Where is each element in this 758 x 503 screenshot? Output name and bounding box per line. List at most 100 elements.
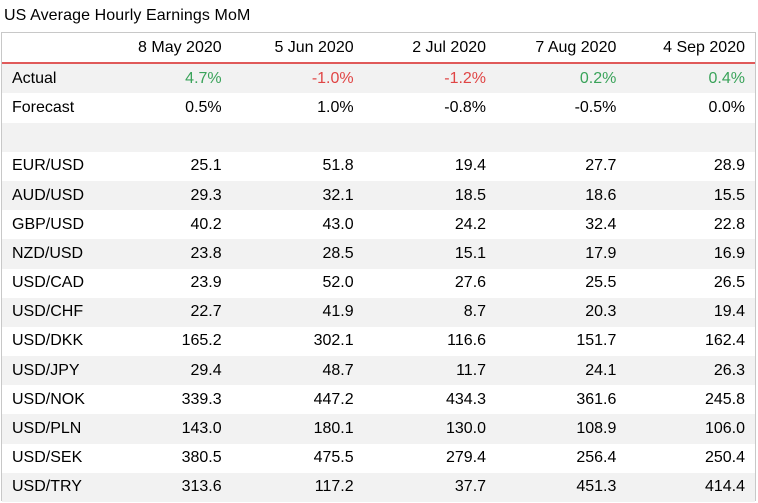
- actual-value: -1.2%: [356, 63, 490, 94]
- pair-value: 22.7: [102, 297, 225, 327]
- pair-value: 162.4: [704, 332, 745, 350]
- spacer-row: [2, 122, 755, 152]
- forecast-value: -0.5%: [574, 98, 617, 116]
- table-row: USD/PLN 143.0 180.1 130.0 108.9 106.0: [2, 414, 755, 444]
- pair-value: 40.2: [190, 215, 222, 233]
- pair-value: 361.6: [576, 390, 617, 408]
- forecast-value: -0.8%: [444, 98, 487, 116]
- table-row: USD/DKK 165.2 302.1 116.6 151.7 162.4: [2, 327, 755, 356]
- pair-value: 475.5: [313, 449, 354, 467]
- pair-value: 117.2: [224, 472, 357, 502]
- pair-value: 245.8: [704, 390, 745, 408]
- pair-value: 143.0: [102, 414, 225, 444]
- pair-value: 15.1: [356, 239, 490, 269]
- pair-value: 130.0: [356, 414, 490, 444]
- pair-value: 23.8: [102, 239, 225, 269]
- pair-value: 256.4: [576, 449, 617, 467]
- pair-label: USD/CAD: [12, 274, 85, 292]
- pair-value: 250.4: [704, 449, 745, 467]
- pair-label: USD/JPY: [2, 356, 103, 386]
- table-frame: [1, 32, 756, 501]
- table-row: GBP/USD 40.2 43.0 24.2 32.4 22.8: [2, 210, 755, 239]
- pair-value: 18.5: [356, 180, 490, 211]
- forecast-value: 0.0%: [708, 98, 745, 116]
- pair-value: 28.5: [224, 239, 357, 269]
- pair-value: 24.2: [454, 215, 487, 233]
- actual-value: 4.7%: [102, 63, 225, 94]
- pair-value: 32.1: [224, 180, 357, 211]
- pair-value: 11.7: [356, 356, 490, 386]
- pair-label: EUR/USD: [12, 157, 85, 175]
- table-row: USD/CHF 22.7 41.9 8.7 20.3 19.4: [2, 297, 755, 327]
- column-header: 5 Jun 2020: [274, 38, 354, 56]
- table-row: USD/SEK 380.5 475.5 279.4 256.4 250.4: [2, 444, 755, 473]
- pair-value: 26.3: [619, 356, 755, 386]
- forecast-value: 0.5%: [185, 98, 222, 116]
- actual-value: 0.2%: [489, 63, 620, 94]
- pair-value: 380.5: [181, 449, 222, 467]
- actual-value: 0.4%: [619, 63, 755, 94]
- pair-value: 15.5: [619, 180, 755, 211]
- pair-value: 25.5: [585, 274, 617, 292]
- pair-value: 180.1: [224, 414, 357, 444]
- table-row: NZD/USD 23.8 28.5 15.1 17.9 16.9: [2, 239, 755, 269]
- pair-label: AUD/USD: [2, 180, 103, 211]
- pair-value: 16.9: [619, 239, 755, 269]
- table-row: AUD/USD 29.3 32.1 18.5 18.6 15.5: [2, 180, 755, 211]
- pair-value: 339.3: [181, 390, 222, 408]
- pair-value: 20.3: [489, 297, 620, 327]
- pair-value: 27.7: [585, 157, 617, 175]
- pair-value: 313.6: [102, 472, 225, 502]
- pair-value: 279.4: [445, 449, 487, 467]
- pair-value: 116.6: [447, 332, 487, 350]
- pair-value: 51.8: [322, 157, 354, 175]
- pair-value: 447.2: [313, 390, 354, 408]
- forecast-row: Forecast 0.5% 1.0% -0.8% -0.5% 0.0%: [2, 93, 755, 122]
- pair-label: GBP/USD: [12, 215, 85, 233]
- pair-label: USD/CHF: [2, 297, 103, 327]
- pair-value: 22.8: [713, 215, 745, 233]
- table-row: USD/CAD 23.9 52.0 27.6 25.5 26.5: [2, 269, 755, 298]
- pair-value: 52.0: [322, 274, 354, 292]
- pair-rows: EUR/USD 25.1 51.8 19.4 27.7 28.9 AUD/USD 29.3 32…: [2, 152, 755, 502]
- pair-value: 32.4: [585, 215, 617, 233]
- pair-value: 27.6: [454, 274, 487, 292]
- pair-value: 19.4: [454, 157, 487, 175]
- row-label: Actual: [2, 63, 103, 94]
- pair-value: 17.9: [489, 239, 620, 269]
- pair-value: 414.4: [619, 472, 755, 502]
- table-row: USD/TRY 313.6 117.2 37.7 451.3 414.4: [2, 472, 755, 502]
- pair-value: 28.9: [713, 157, 745, 175]
- pair-value: 23.9: [190, 274, 222, 292]
- pair-value: 25.1: [190, 157, 222, 175]
- actual-value: -1.0%: [224, 63, 357, 94]
- pair-label: USD/PLN: [2, 414, 103, 444]
- pair-value: 434.3: [445, 390, 487, 408]
- header-row: 8 May 2020 5 Jun 2020 2 Jul 2020 7 Aug 2…: [2, 33, 755, 64]
- pair-value: 19.4: [619, 297, 755, 327]
- pair-value: 151.7: [576, 332, 617, 350]
- pair-label: USD/TRY: [2, 472, 103, 502]
- pair-value: 26.5: [713, 274, 745, 292]
- pair-label: USD/SEK: [12, 449, 83, 467]
- earnings-table: 8 May 2020 5 Jun 2020 2 Jul 2020 7 Aug 2…: [2, 33, 755, 502]
- corner-cell: [2, 33, 102, 63]
- table-row: USD/JPY 29.4 48.7 11.7 24.1 26.3: [2, 356, 755, 386]
- pair-value: 18.6: [489, 180, 620, 211]
- pair-value: 37.7: [356, 472, 490, 502]
- pair-value: 24.1: [489, 356, 620, 386]
- column-header: 4 Sep 2020: [663, 38, 745, 56]
- pair-value: 8.7: [356, 297, 490, 327]
- pair-label: USD/NOK: [12, 390, 85, 408]
- pair-label: NZD/USD: [2, 239, 103, 269]
- table-row: EUR/USD 25.1 51.8 19.4 27.7 28.9: [2, 152, 755, 181]
- pair-label: USD/DKK: [12, 332, 84, 350]
- table-row: USD/NOK 339.3 447.2 434.3 361.6 245.8: [2, 385, 755, 414]
- pair-value: 41.9: [224, 297, 357, 327]
- pair-value: 29.3: [102, 180, 225, 211]
- forecast-value: 1.0%: [317, 98, 354, 116]
- column-header: 2 Jul 2020: [412, 38, 487, 56]
- pair-value: 48.7: [224, 356, 357, 386]
- table-title: US Average Hourly Earnings MoM: [4, 7, 251, 24]
- column-header: 8 May 2020: [138, 38, 222, 56]
